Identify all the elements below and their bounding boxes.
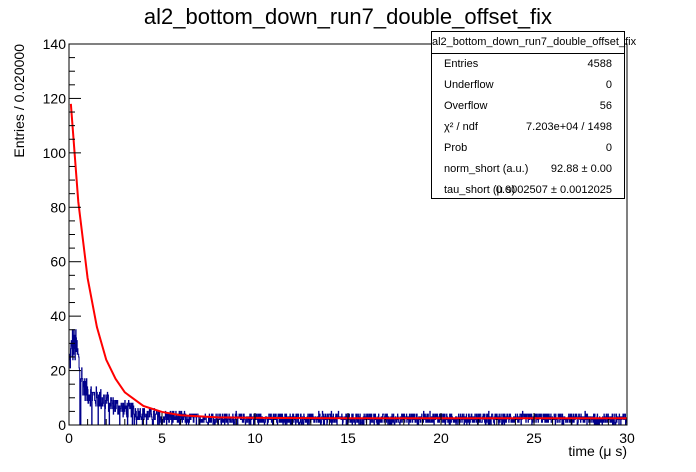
histogram-outline <box>68 329 628 426</box>
x-axis-label: time (μ s) <box>568 443 627 459</box>
stats-row-underflow: Underflow 0 <box>432 75 624 96</box>
x-tick-label: 20 <box>433 430 449 446</box>
x-axis: 0 5 10 15 20 25 30 <box>65 413 635 446</box>
y-tick-label: 20 <box>50 363 66 379</box>
stats-value: 0 <box>605 142 612 154</box>
y-tick-label: 0 <box>58 417 66 433</box>
y-tick-label: 120 <box>43 90 67 106</box>
stats-label: Overflow <box>444 100 488 112</box>
stats-row-entries: Entries 4588 <box>432 54 624 75</box>
stats-value: 0 <box>605 79 612 91</box>
y-tick-label: 40 <box>50 308 66 324</box>
y-tick-label: 100 <box>43 145 67 161</box>
stats-row-overflow: Overflow 56 <box>432 96 624 117</box>
stats-value: 0.0002507 ± 0.0012025 <box>495 184 612 196</box>
stats-value: 56 <box>599 100 612 112</box>
stats-label: tau_short (μ s) <box>444 184 516 196</box>
stats-box-title: al2_bottom_down_run7_double_offset_fix <box>432 32 636 54</box>
x-tick-label: 30 <box>619 430 635 446</box>
stats-row-chi2: χ² / ndf 7.203e+04 / 1498 <box>432 117 624 138</box>
stats-label: Underflow <box>444 79 494 91</box>
stats-label: χ² / ndf <box>444 121 478 133</box>
stats-row-norm-short: norm_short (a.u.) 92.88 ± 0.00 <box>432 159 624 180</box>
x-tick-label: 0 <box>65 430 73 446</box>
stats-label: Prob <box>444 142 468 154</box>
stats-box: al2_bottom_down_run7_double_offset_fix E… <box>431 31 636 201</box>
y-tick-label: 60 <box>50 254 66 270</box>
x-tick-label: 15 <box>340 430 356 446</box>
stats-value: 7.203e+04 / 1498 <box>526 121 612 133</box>
y-axis: 0 20 40 60 80 100 120 140 <box>43 36 81 433</box>
stats-value: 92.88 ± 0.00 <box>550 163 612 175</box>
stats-row-prob: Prob 0 <box>432 138 624 159</box>
stats-label: norm_short (a.u.) <box>444 163 529 175</box>
histogram-series <box>68 329 628 426</box>
x-tick-label: 25 <box>526 430 542 446</box>
chart-title: al2_bottom_down_run7_double_offset_fix <box>143 4 553 29</box>
y-tick-label: 80 <box>50 199 66 215</box>
x-tick-label: 10 <box>247 430 263 446</box>
fit-curve <box>69 103 627 420</box>
stats-value: 4588 <box>587 58 612 70</box>
y-tick-label: 140 <box>43 36 67 52</box>
stats-label: Entries <box>444 58 479 70</box>
y-axis-label: Entries / 0.020000 <box>11 44 27 158</box>
x-tick-label: 5 <box>158 430 166 446</box>
stats-row-tau-short: tau_short (μ s) 0.0002507 ± 0.0012025 <box>432 180 624 201</box>
